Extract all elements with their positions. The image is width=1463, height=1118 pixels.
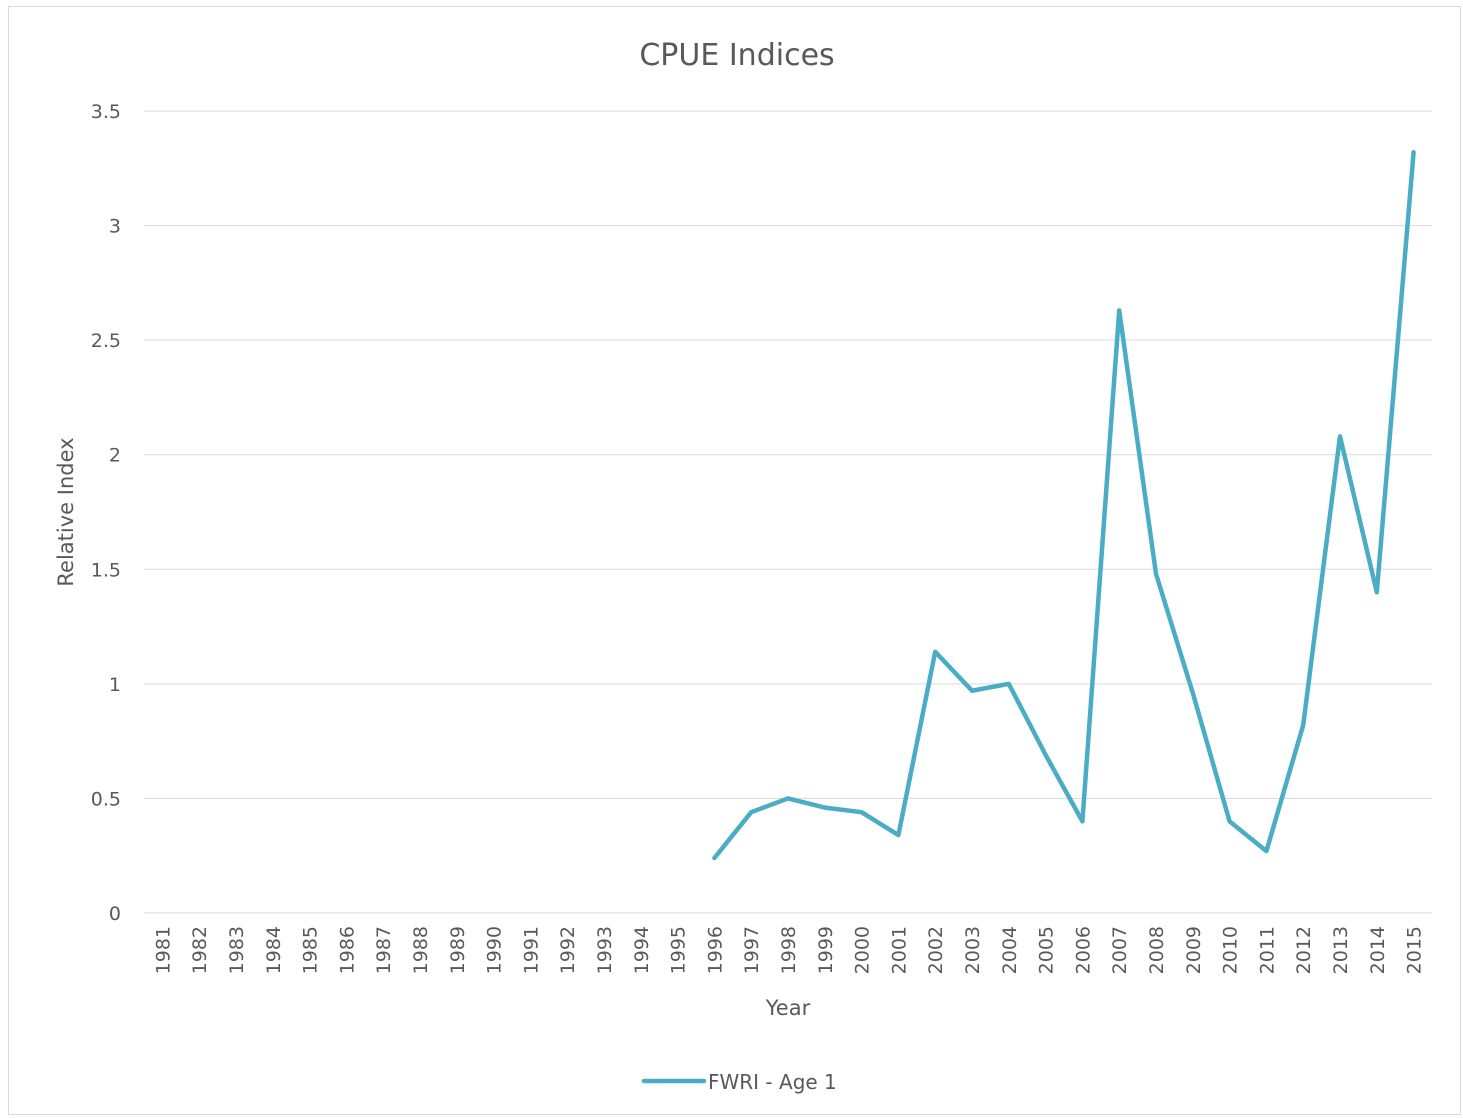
x-tick-label: 1999: [815, 926, 837, 974]
x-tick-label: 2000: [852, 926, 874, 974]
series-lines: [712, 150, 1416, 861]
y-axis-label: Relative Index: [54, 437, 78, 586]
x-tick-label: 1995: [668, 926, 690, 974]
x-tick-label: 2003: [962, 926, 984, 974]
legend-label-fwri-age-1: FWRI - Age 1: [708, 1070, 837, 1094]
x-tick-label: 1994: [631, 926, 653, 974]
x-tick-label: 2007: [1109, 926, 1131, 974]
x-axis-label: Year: [765, 996, 811, 1020]
x-tick-label: 2013: [1330, 926, 1352, 974]
chart-frame: [8, 6, 1461, 1115]
x-tick-label: 2001: [888, 926, 910, 974]
y-tick-label: 2: [109, 445, 121, 467]
x-tick-label: 2014: [1367, 926, 1389, 974]
x-tick-label: 2012: [1293, 926, 1315, 974]
y-tick-label: 0.5: [91, 788, 121, 810]
legend: FWRI - Age 1: [641, 1070, 837, 1094]
x-tick-label: 1987: [373, 926, 395, 974]
gridlines: [144, 110, 1432, 914]
y-tick-label: 0: [109, 903, 121, 925]
x-tick-label: 1989: [447, 926, 469, 974]
x-tick-label: 1984: [263, 926, 285, 974]
x-tick-label: 2009: [1183, 926, 1205, 974]
x-tick-label: 1998: [778, 926, 800, 974]
x-tick-label: 2011: [1256, 926, 1278, 974]
x-tick-label: 2006: [1072, 926, 1094, 974]
y-axis-ticks: 0 0.5 1 1.5 2 2.5 3 3.5: [91, 101, 121, 925]
x-tick-label: 1997: [741, 926, 763, 974]
x-tick-label: 1988: [410, 926, 432, 974]
x-tick-label: 2004: [999, 926, 1021, 974]
x-tick-label: 2015: [1404, 926, 1426, 974]
y-tick-label: 3.5: [91, 101, 121, 123]
x-tick-label: 1992: [557, 926, 579, 974]
x-tick-label: 1990: [484, 926, 506, 974]
x-tick-label: 1993: [594, 926, 616, 974]
x-tick-label: 2005: [1036, 926, 1058, 974]
x-tick-label: 1991: [520, 926, 542, 974]
y-tick-label: 1.5: [91, 559, 121, 581]
y-tick-label: 3: [109, 216, 121, 238]
x-axis-ticks: 1981 1982 1983 1984 1985 1986 1987 1988 1989 1990…: [152, 926, 1425, 974]
x-tick-label: 2002: [925, 926, 947, 974]
x-tick-label: 1986: [336, 926, 358, 974]
x-tick-label: 1985: [300, 926, 322, 974]
x-tick-label: 1996: [704, 926, 726, 974]
x-tick-label: 1983: [226, 926, 248, 974]
y-tick-label: 2.5: [91, 330, 121, 352]
x-tick-label: 1982: [189, 926, 211, 974]
x-tick-label: 2008: [1146, 926, 1168, 974]
chart-title: CPUE Indices: [639, 38, 834, 73]
x-tick-label: 2010: [1220, 926, 1242, 974]
y-tick-label: 1: [109, 674, 121, 696]
series-line-0: [712, 150, 1416, 861]
x-tick-label: 1981: [152, 926, 174, 974]
